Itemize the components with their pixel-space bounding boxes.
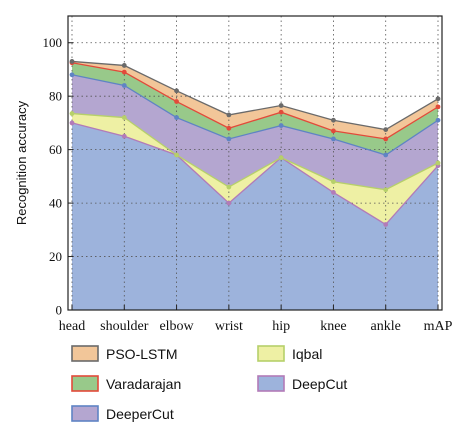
point-deepercut [69, 72, 75, 78]
point-varadarajan [174, 99, 179, 104]
point-pso-lstm [69, 59, 75, 64]
x-tick-label: head [59, 319, 85, 334]
point-varadarajan [383, 136, 389, 142]
legend-label: DeepCut [292, 376, 347, 392]
point-deepcut [331, 190, 336, 195]
x-tick-label: ankle [371, 319, 401, 334]
point-varadarajan [121, 69, 127, 75]
x-tick-label: mAP [424, 319, 453, 334]
x-tick-label: elbow [159, 319, 194, 334]
y-axis-ticks: 0 20 40 60 80 100 [43, 35, 73, 318]
legend-swatch [257, 345, 285, 362]
point-iqbal [331, 179, 336, 185]
point-deepcut [121, 133, 127, 139]
legend-swatch [71, 375, 99, 392]
series-points [69, 59, 441, 227]
point-deepcut [226, 200, 232, 206]
point-deepcut [69, 120, 75, 126]
point-deepercut [174, 115, 179, 120]
legend-swatch [71, 345, 99, 362]
area-deepcut [72, 122, 438, 310]
x-tick-label: knee [320, 319, 346, 334]
point-pso-lstm [121, 63, 127, 68]
line-deepercut [71, 74, 439, 156]
line-varadarajan [71, 62, 439, 140]
point-iqbal [278, 155, 284, 161]
point-iqbal [435, 160, 441, 166]
point-deepcut [383, 222, 389, 227]
y-tick-label: 0 [56, 303, 63, 318]
point-varadarajan [331, 128, 336, 134]
area-layers [72, 61, 438, 311]
x-tick-label: hip [272, 319, 290, 334]
y-tick-label: 20 [49, 249, 62, 264]
x-tick-label: wrist [215, 319, 243, 334]
line-deepcut [71, 122, 439, 226]
point-varadarajan [278, 109, 284, 115]
legend-label: PSO-LSTM [106, 346, 178, 362]
x-axis-ticks: head shoulder elbow wrist hip knee ankle mAP [59, 305, 453, 334]
point-pso-lstm [278, 103, 284, 108]
point-deepercut [278, 123, 284, 128]
point-iqbal [69, 111, 75, 116]
point-pso-lstm [331, 117, 336, 123]
point-iqbal [121, 115, 127, 120]
point-pso-lstm [383, 127, 389, 132]
point-iqbal [383, 187, 389, 193]
point-deepercut [226, 136, 232, 142]
legend-label: Varadarajan [106, 376, 181, 392]
legend-label: DeeperCut [106, 406, 174, 422]
point-pso-lstm [226, 112, 232, 118]
y-tick-label: 80 [49, 89, 62, 104]
line-iqbal [71, 112, 439, 191]
x-tick-label: shoulder [100, 319, 149, 334]
gridlines [68, 16, 442, 310]
legend-swatch [71, 405, 99, 422]
point-varadarajan [435, 104, 441, 110]
point-deepercut [435, 117, 441, 123]
y-tick-label: 60 [49, 142, 62, 157]
point-deepercut [383, 152, 389, 158]
point-deepercut [121, 83, 127, 88]
series-lines [71, 60, 439, 226]
legend: PSO-LSTM Iqbal Varadarajan DeepCut DeeperCut [71, 345, 347, 422]
point-pso-lstm [174, 88, 179, 94]
y-tick-label: 100 [43, 35, 63, 50]
line-pso-lstm [71, 60, 439, 131]
point-pso-lstm [435, 96, 441, 102]
y-axis-label: Recognition accuracy [14, 100, 29, 225]
point-iqbal [174, 152, 179, 158]
legend-swatch [257, 375, 285, 392]
y-tick-label: 40 [49, 196, 62, 211]
point-iqbal [226, 184, 232, 190]
point-deepercut [331, 136, 336, 142]
legend-label: Iqbal [292, 346, 322, 362]
plot-frame [67, 15, 443, 311]
point-varadarajan [226, 125, 232, 131]
